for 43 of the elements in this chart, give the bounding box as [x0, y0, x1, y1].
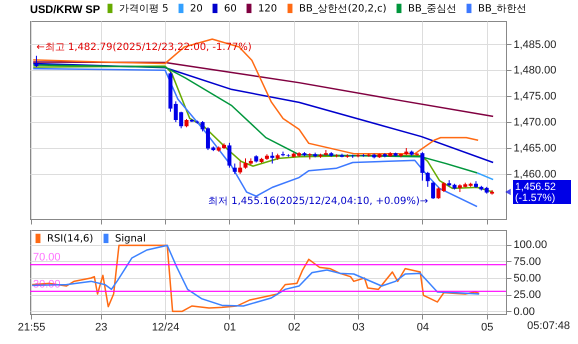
y-tick-label: 100.00	[514, 239, 548, 252]
y-tick-label: 1,465.00	[514, 142, 556, 154]
candlestick	[426, 171, 430, 188]
line-series	[32, 61, 494, 118]
candlestick	[227, 142, 232, 168]
y-tick-label: 1,485.00	[514, 38, 556, 51]
legend-label: RSI(14,6)	[47, 233, 94, 244]
legend-label: BB_상한선(20,2,c)	[299, 3, 387, 14]
y-tick-label: 1,460.00	[514, 168, 556, 180]
legend-label: 20	[190, 3, 203, 14]
legend-label: Signal	[115, 233, 146, 244]
text: 05:07:48	[527, 320, 570, 332]
x-tick-label: 04	[416, 322, 430, 334]
candlestick	[420, 152, 424, 182]
candlestick	[34, 55, 38, 68]
y-tick-label: 50.00	[514, 272, 542, 284]
x-tick-label: 21:55	[18, 322, 46, 334]
legend-label: 120	[258, 3, 278, 14]
y-tick-label: 75.00	[514, 256, 542, 268]
legend-label: 60	[224, 3, 237, 14]
y-tick-label: 0.00	[514, 306, 535, 318]
chart-title: USD/KRW SP	[30, 4, 100, 16]
y-tick-label: 1,475.00	[514, 90, 556, 103]
y-tick-label: 25.00	[514, 289, 542, 302]
y-tick-label: 1,480.00	[514, 64, 556, 77]
x-tick-label: 23	[95, 322, 108, 334]
candlestick	[270, 152, 274, 164]
x-tick-label: 02	[288, 322, 300, 334]
legend-label: 가격이평 5	[119, 3, 169, 14]
candlestick	[238, 160, 242, 174]
x-tick-label: 05	[481, 322, 494, 334]
x-tick-label: 12/24	[152, 322, 180, 334]
candlestick	[431, 181, 436, 200]
legend-label: BB_하한선	[478, 3, 527, 14]
x-tick-label: 01	[224, 322, 236, 334]
y-tick-label: 1,470.00	[514, 116, 556, 129]
candlestick	[232, 163, 237, 174]
ref-line-label: 70.00	[33, 252, 61, 264]
legend-label: BB_중심선	[408, 3, 457, 14]
annotation: 1,456.52 (-1.57%)	[515, 180, 556, 204]
x-tick-label: 03	[352, 322, 365, 334]
annotation: 최저 1,455.16(2025/12/24,04:10, +0.09%)→	[208, 196, 428, 207]
line-series	[32, 38, 479, 154]
